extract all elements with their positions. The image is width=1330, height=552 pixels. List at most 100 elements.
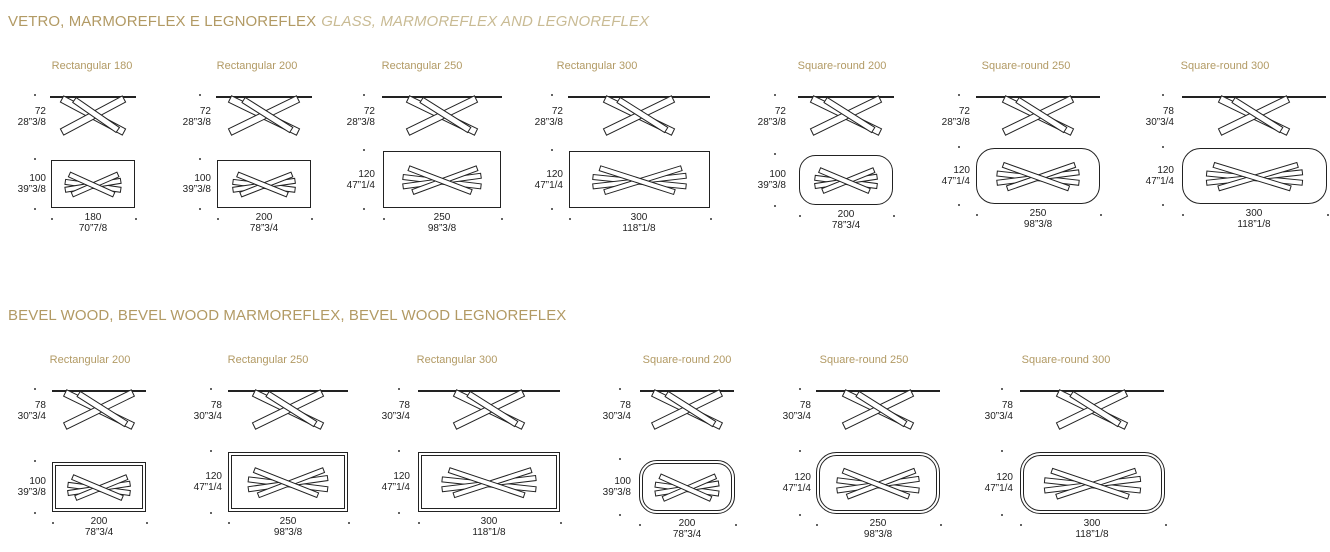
plan-view-drawing: [418, 452, 560, 512]
plan-view-drawing: [1181, 148, 1327, 204]
height-dimension: 78 30”3/4: [973, 400, 1013, 422]
dimension-tick: [551, 149, 553, 151]
tabletop-outline: [799, 155, 893, 205]
depth-inches: 47”1/4: [1145, 176, 1174, 187]
dimension-tick: [1326, 214, 1329, 216]
dimension-tick: [1001, 450, 1003, 452]
bevel-edge: [642, 463, 732, 511]
depth-inches: 39”3/8: [757, 180, 786, 191]
width-cm: 250: [279, 516, 297, 527]
height-cm: 78: [398, 400, 410, 411]
height-dimension: 72 28”3/8: [746, 106, 786, 128]
width-dimension: 300 118”1/8: [1237, 208, 1270, 230]
width-dimension: 300 118”1/8: [1075, 518, 1108, 540]
width-cm: 300: [1245, 208, 1263, 219]
dimension-tick: [735, 524, 737, 526]
depth-dimension: 100 39”3/8: [591, 476, 631, 498]
dimension-tick: [34, 158, 36, 160]
width-dimension: 200 78”3/4: [85, 516, 113, 538]
bevel-edge: [55, 465, 143, 509]
dimension-tick: [1181, 214, 1184, 216]
dimension-tick: [146, 522, 148, 524]
depth-cm: 120: [546, 168, 563, 180]
depth-inches: 39”3/8: [17, 487, 46, 498]
dimension-tick: [398, 512, 400, 514]
depth-inches: 47”1/4: [534, 179, 563, 191]
section-title: BEVEL WOOD, BEVEL WOOD MARMOREFLEX, BEVE…: [8, 307, 567, 324]
dimension-tick: [619, 514, 621, 516]
bevel-edge: [421, 455, 557, 509]
side-view-drawing: [50, 95, 136, 136]
height-inches: 30”3/4: [602, 411, 631, 422]
side-view-drawing: [640, 389, 734, 430]
width-inches: 78”3/4: [672, 529, 702, 540]
table-leg: [818, 167, 871, 194]
height-cm: 72: [199, 106, 211, 117]
dimension-tick: [799, 215, 801, 217]
dimension-tick: [501, 218, 503, 220]
width-dimension: 200 78”3/4: [832, 209, 860, 231]
width-inches: 118”1/8: [622, 223, 656, 234]
dimension-tick: [639, 524, 641, 526]
height-cm: 78: [1162, 106, 1174, 117]
tabletop-outline: [52, 462, 146, 512]
width-dimension: 300 118”1/8: [622, 212, 655, 234]
table-leg: [616, 96, 669, 134]
model-name: Square-round 300: [1021, 354, 1111, 366]
section-heading-glass: VETRO, MARMOREFLEX E LEGNOREFLEX GLASS, M…: [8, 13, 649, 30]
table-leg: [1231, 96, 1284, 134]
dimension-tick: [1001, 514, 1003, 516]
depth-cm: 100: [194, 173, 211, 184]
tabletop-edge: [798, 96, 894, 98]
depth-cm: 120: [205, 471, 222, 482]
height-dimension: 78 30”3/4: [771, 400, 811, 422]
width-inches: 78”3/4: [249, 223, 279, 234]
height-dimension: 72 28”3/8: [523, 106, 563, 128]
depth-dimension: 120 47”1/4: [523, 169, 563, 191]
tabletop-outline: [1019, 452, 1165, 514]
dimension-tick: [363, 149, 365, 151]
height-inches: 30”3/4: [193, 411, 222, 422]
depth-inches: 39”3/8: [17, 184, 46, 195]
tabletop-outline: [976, 148, 1100, 204]
height-inches: 30”3/4: [782, 411, 811, 422]
height-inches: 28”3/8: [757, 117, 786, 128]
width-cm: 200: [678, 518, 696, 529]
plan-view-drawing: [217, 160, 311, 208]
depth-cm: 120: [996, 472, 1013, 483]
dimension-tick: [774, 94, 776, 96]
dimension-tick: [383, 218, 385, 220]
tabletop-outline: [228, 452, 348, 512]
height-cm: 78: [1001, 400, 1013, 411]
dimension-tick: [34, 512, 36, 514]
plan-view-drawing: [383, 151, 501, 208]
table-leg: [466, 390, 519, 428]
plan-view-drawing: [1019, 452, 1165, 514]
height-dimension: 78 30”3/4: [6, 400, 46, 422]
section-heading-bevel-wood: BEVEL WOOD, BEVEL WOOD MARMOREFLEX, BEVE…: [8, 307, 566, 324]
dimension-tick: [940, 524, 942, 526]
plan-view-drawing: [568, 151, 710, 208]
dimension-tick: [774, 205, 776, 207]
table-leg: [855, 390, 908, 428]
tabletop-outline: [639, 460, 735, 514]
bevel-edge: [231, 455, 345, 509]
model-name: Rectangular 300: [416, 354, 498, 366]
width-inches: 98”3/8: [1023, 219, 1053, 230]
depth-dimension: 100 39”3/8: [746, 169, 786, 191]
depth-inches: 47”1/4: [193, 482, 222, 493]
dimension-tick: [51, 218, 53, 220]
height-cm: 72: [774, 106, 786, 117]
dimension-tick: [560, 522, 562, 524]
width-inches: 78”3/4: [831, 220, 861, 231]
tabletop-outline: [217, 160, 311, 208]
width-cm: 250: [433, 212, 451, 223]
dimension-tick: [958, 146, 960, 148]
plan-view-drawing: [639, 460, 735, 514]
dimension-tick: [210, 512, 212, 514]
tabletop-outline: [51, 160, 135, 208]
table-leg: [265, 390, 318, 428]
table-leg: [447, 467, 526, 499]
table-leg: [419, 96, 472, 134]
height-inches: 30”3/4: [984, 411, 1013, 422]
